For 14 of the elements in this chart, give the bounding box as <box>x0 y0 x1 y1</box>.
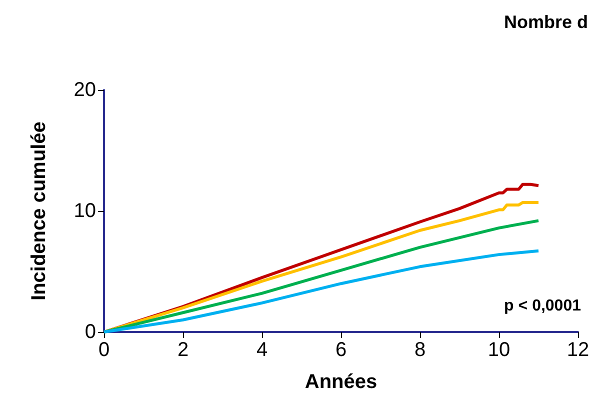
y-tick-label: 20 <box>74 79 96 101</box>
x-tick-label: 4 <box>256 339 268 361</box>
y-axis-title: Incidence cumulée <box>28 122 50 300</box>
y-tick-label: 0 <box>84 321 96 343</box>
x-tick-label: 10 <box>488 339 510 361</box>
annotation: p < 0,0001 <box>504 298 582 314</box>
x-tick-label: 6 <box>335 339 347 361</box>
x-tick-label: 12 <box>566 339 590 361</box>
x-tick-label: 2 <box>177 339 189 361</box>
x-tick-label: 0 <box>98 339 110 361</box>
x-tick-label: 8 <box>414 339 426 361</box>
chart-title: Nombre d <box>504 12 588 32</box>
x-axis-title: Années <box>304 371 378 393</box>
y-tick-label: 10 <box>74 200 96 222</box>
